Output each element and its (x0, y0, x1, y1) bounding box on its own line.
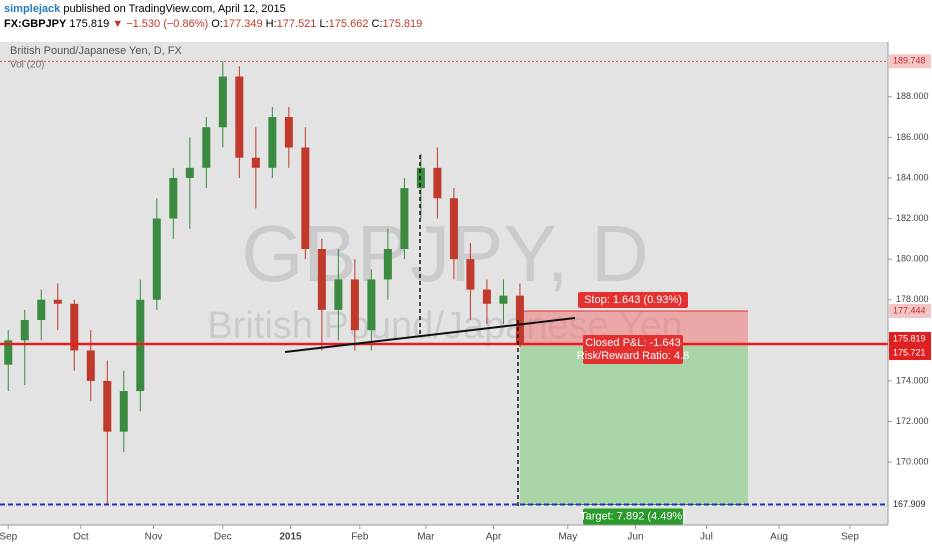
ohlc: O:177.349 H:177.521 L:175.662 C:175.819 (211, 18, 422, 30)
candle-body (152, 218, 161, 300)
y-tick-label: 172.000 (896, 416, 929, 426)
last: 175.819 (69, 18, 110, 30)
pnl-label-bg (583, 334, 683, 351)
candle-body (383, 249, 392, 280)
candle-body (301, 147, 310, 249)
ohlc-label: L: (319, 18, 329, 30)
header: simplejack published on TradingView.com,… (0, 0, 932, 42)
candle-body (433, 167, 442, 199)
x-tick-label: Aug (770, 532, 788, 543)
legend-title: British Pound/Japanese Yen, D, FX (10, 45, 182, 57)
candle-body (70, 303, 79, 351)
candle-body (103, 380, 112, 432)
candle-body (416, 167, 425, 189)
symbol: FX:GBPJPY (4, 18, 67, 30)
stop-tag-bg (889, 304, 931, 319)
candle-body (499, 295, 508, 304)
candle-body (317, 249, 326, 310)
x-tick-label: Dec (214, 532, 232, 543)
candle-body (86, 350, 95, 381)
target-label-bg (583, 508, 683, 525)
candle-body (4, 340, 13, 365)
stop-label: Stop: 1.643 (0.93%) (584, 294, 682, 306)
trend-line (284, 317, 576, 353)
ohlc-value: 177.521 (276, 18, 317, 30)
x-tick-label: Jun (627, 532, 643, 543)
ohlc-value: 175.819 (382, 18, 423, 30)
ratio-label-bg (583, 347, 683, 364)
entry-tag: 175.721 (893, 347, 926, 357)
x-tick-label: May (558, 532, 577, 543)
y-tick-label: 182.000 (896, 213, 929, 223)
indicator: Vol (20) (10, 60, 44, 71)
ratio-label: Risk/Reward Ratio: 4.8 (577, 350, 690, 362)
last-tag: 175.819 (893, 333, 926, 343)
candle-body (235, 76, 244, 158)
y-tick-label: 188.000 (896, 91, 929, 101)
y-tick-label: 174.000 (896, 375, 929, 385)
ohlc-label: O: (211, 18, 223, 30)
candle-body (218, 76, 227, 128)
publish-line: simplejack published on TradingView.com,… (4, 2, 932, 17)
y-tick-label: 170.000 (896, 456, 929, 466)
candle-body (136, 299, 145, 392)
x-tick-label: Apr (486, 532, 502, 543)
x-tick-label: Sep (0, 532, 18, 543)
pnl-label: Closed P&L: -1.643 (585, 337, 680, 349)
x-tick-label: Feb (351, 532, 369, 543)
ohlc-label: C: (371, 18, 383, 30)
x-tick-label: Mar (417, 532, 435, 543)
stop-label-bg (578, 292, 688, 309)
candle-body (20, 320, 29, 341)
last-tag-bg (889, 331, 931, 346)
layer: 170.000172.000174.000176.000178.000180.0… (0, 54, 931, 543)
candle-body (515, 295, 524, 344)
ohlc-value: 177.349 (222, 18, 263, 30)
high-tag: 189.748 (893, 56, 926, 66)
high-tag-bg (889, 54, 931, 69)
target-tag-bg (889, 497, 931, 512)
y-tick-label: 184.000 (896, 172, 929, 182)
ohlc-label: H: (265, 18, 277, 30)
quote-line: FX:GBPJPY 175.819 ▼ −1.530 (−0.86%) O:17… (4, 17, 932, 32)
candle-body (119, 391, 128, 432)
target-tag: 167.909 (893, 499, 926, 509)
candle-body (466, 259, 475, 290)
candle-body (169, 177, 178, 219)
candle-body (400, 188, 409, 249)
x-tick-label: Nov (145, 532, 163, 543)
candle-body (367, 279, 376, 331)
x-tick-label: Jul (700, 532, 713, 543)
target-label: Target: 7.892 (4.49%) (580, 510, 686, 522)
entry-tag-bg (889, 345, 931, 360)
candle-body (449, 198, 458, 260)
candle-body (53, 299, 62, 304)
candle-body (185, 167, 194, 178)
author[interactable]: simplejack (4, 3, 61, 15)
candle-body (284, 117, 293, 148)
candle-body (350, 279, 359, 331)
candle-body (334, 279, 343, 310)
y-tick-label: 186.000 (896, 132, 929, 142)
x-tick-label: 2015 (279, 532, 302, 543)
price-axis-bg (888, 42, 932, 550)
ohlc-value: 175.662 (328, 18, 369, 30)
candle-body (251, 157, 260, 168)
change: ▼ −1.530 (−0.86%) (112, 18, 209, 30)
candle-body (482, 289, 491, 304)
y-tick-label: 178.000 (896, 294, 929, 304)
published: published on TradingView.com, April 12, … (63, 3, 286, 15)
candle-body (37, 299, 46, 321)
y-tick-label: 180.000 (896, 254, 929, 264)
x-tick-label: Oct (73, 532, 89, 543)
candle-body (268, 117, 277, 168)
candle-body (202, 127, 211, 168)
target-zone (520, 345, 748, 505)
stop-tag: 177.444 (893, 305, 926, 315)
chart: British Pound/Japanese Yen, D, FX Vol (2… (0, 42, 932, 550)
x-tick-label: Sep (841, 532, 859, 543)
